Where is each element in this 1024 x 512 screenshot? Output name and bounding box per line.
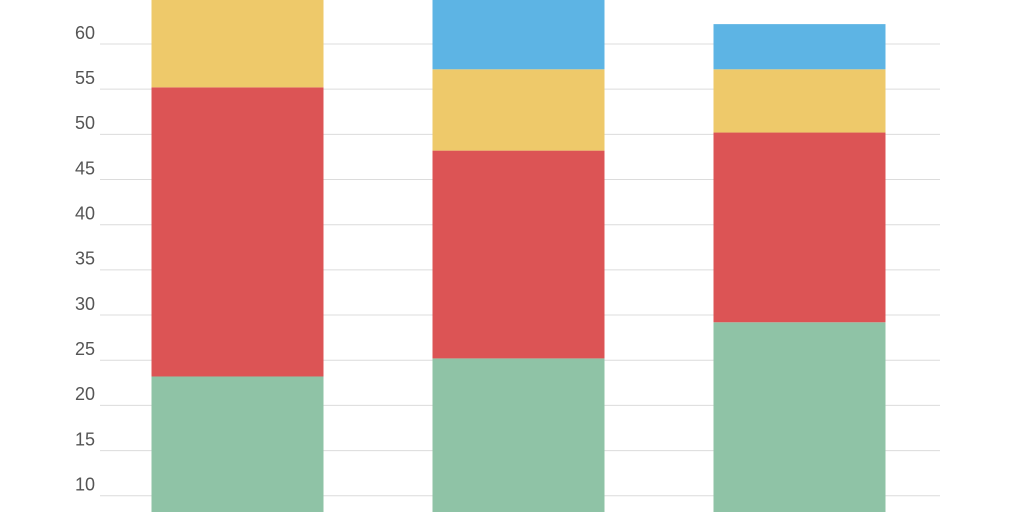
bar-segment [151, 0, 324, 88]
bar-segment [713, 69, 886, 133]
bar-segment [151, 376, 324, 512]
bar-segment [713, 24, 886, 70]
bar-segment [432, 150, 605, 359]
y-tick-label: 10 [75, 474, 95, 494]
y-tick-label: 15 [75, 429, 95, 449]
bar-segment [432, 358, 605, 512]
bar-segment [713, 132, 886, 323]
bar-segment [713, 322, 886, 512]
y-tick-label: 50 [75, 113, 95, 133]
y-tick-label: 60 [75, 23, 95, 43]
y-tick-label: 55 [75, 68, 95, 88]
y-tick-label: 25 [75, 339, 95, 359]
bar-segment [432, 0, 605, 70]
bar-segment [432, 69, 605, 151]
y-tick-label: 45 [75, 158, 95, 178]
y-tick-label: 20 [75, 384, 95, 404]
bar-segment [151, 87, 324, 377]
y-tick-label: 40 [75, 203, 95, 223]
y-tick-label: 35 [75, 249, 95, 269]
y-tick-label: 30 [75, 294, 95, 314]
